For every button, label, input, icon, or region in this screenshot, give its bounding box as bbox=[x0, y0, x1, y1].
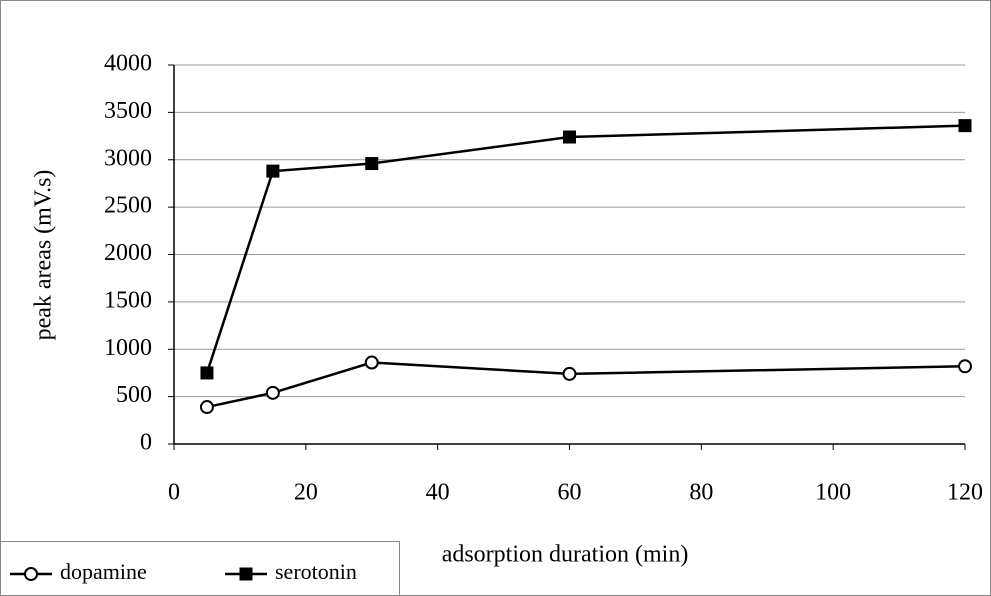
legend-label: serotonin bbox=[275, 559, 357, 584]
y-tick-label: 3500 bbox=[104, 98, 152, 124]
x-tick-label: 40 bbox=[426, 480, 450, 506]
x-tick-label: 100 bbox=[815, 480, 851, 506]
marker-square bbox=[239, 567, 253, 581]
x-tick-label: 80 bbox=[689, 480, 713, 506]
y-tick-label: 3000 bbox=[104, 145, 152, 171]
x-tick-label: 20 bbox=[294, 480, 318, 506]
x-tick-label: 120 bbox=[947, 480, 983, 506]
x-tick-label: 0 bbox=[168, 480, 180, 506]
y-tick-label: 2500 bbox=[104, 193, 152, 219]
legend-box bbox=[0, 541, 400, 596]
x-tick-label: 60 bbox=[558, 480, 582, 506]
marker-circle bbox=[265, 385, 280, 400]
marker-circle bbox=[24, 567, 38, 581]
marker-square bbox=[200, 366, 214, 380]
marker-circle bbox=[562, 366, 577, 381]
y-tick-label: 0 bbox=[140, 430, 152, 456]
y-axis-title: peak areas (mV.s) bbox=[31, 170, 57, 341]
y-tick-label: 1000 bbox=[104, 335, 152, 361]
legend-label: dopamine bbox=[60, 559, 147, 584]
legend: dopamine serotonin bbox=[0, 541, 400, 596]
y-tick-label: 2000 bbox=[104, 240, 152, 266]
marker-circle bbox=[199, 400, 214, 415]
y-tick-label: 500 bbox=[116, 382, 152, 408]
marker-square bbox=[266, 164, 280, 178]
x-axis-title: adsorption duration (min) bbox=[442, 542, 689, 568]
marker-square bbox=[563, 130, 576, 144]
marker-circle bbox=[958, 359, 972, 374]
y-tick-label: 1500 bbox=[104, 287, 152, 313]
marker-square bbox=[365, 157, 379, 171]
marker-circle bbox=[364, 355, 379, 370]
marker-square bbox=[958, 119, 972, 133]
y-tick-label: 4000 bbox=[104, 51, 152, 77]
